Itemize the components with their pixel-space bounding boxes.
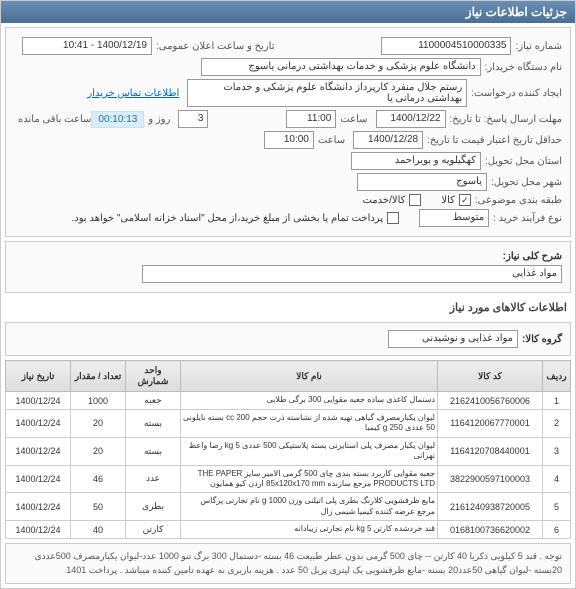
cell-qty: 46 bbox=[71, 465, 126, 493]
col-unit: واحد شمارش bbox=[126, 361, 181, 392]
cat-service-label: کالا/خدمت bbox=[362, 195, 405, 206]
table-header-row: ردیف کد کالا نام کالا واحد شمارش تعداد /… bbox=[6, 361, 571, 392]
desc-section: شرح کلی نیاز: مواد غذایی bbox=[5, 241, 571, 293]
table-row: 21164120067770001لیوان یکبارمصرف گیاهی ت… bbox=[6, 410, 571, 438]
table-row: 31164120708440001لیوان یکبار مصرف پلی اس… bbox=[6, 437, 571, 465]
deadline-date: 1400/12/22 bbox=[376, 110, 446, 128]
announce-label: تاریخ و ساعت اعلان عمومی: bbox=[156, 41, 275, 52]
group-label: گروه کالا: bbox=[522, 334, 562, 345]
cell-unit: کارتن bbox=[126, 521, 181, 539]
cell-unit: بسته bbox=[126, 410, 181, 438]
cell-n: 4 bbox=[543, 465, 571, 493]
time-label-1: ساعت bbox=[340, 114, 367, 125]
cell-code: 3822900597100003 bbox=[438, 465, 543, 493]
cell-date: 1400/12/24 bbox=[6, 493, 71, 521]
page-title: جزئیات اطلاعات نیاز bbox=[1, 1, 575, 23]
remain-label: ساعت باقی مانده bbox=[18, 114, 91, 125]
province-field: کهگیلویه و بویراحمد bbox=[351, 152, 481, 170]
cell-code: 1164120067770001 bbox=[438, 410, 543, 438]
payment-check[interactable]: پرداخت تمام یا بخشی از مبلغ خرید،از محل … bbox=[72, 212, 400, 224]
checkbox-icon bbox=[387, 212, 399, 224]
checkbox-icon bbox=[459, 194, 471, 206]
cat-kala-check[interactable]: کالا bbox=[441, 194, 471, 206]
day-label: روز و bbox=[148, 114, 170, 125]
cell-qty: 20 bbox=[71, 437, 126, 465]
cell-name: مایع ظرفشویی کلارنگ بطری پلی اتیلنی وزن … bbox=[181, 493, 438, 521]
cell-date: 1400/12/24 bbox=[6, 521, 71, 539]
announce-field: 1400/12/19 - 10:41 bbox=[22, 37, 152, 55]
countdown: 00:10:13 bbox=[91, 111, 144, 128]
need-num-field: 1100004510000335 bbox=[381, 37, 511, 55]
cell-name: جعبه مقوایی کاربرد بسته بندی چای 500 گرم… bbox=[181, 465, 438, 493]
cell-n: 6 bbox=[543, 521, 571, 539]
cell-code: 2162410056760006 bbox=[438, 392, 543, 410]
table-row: 12162410056760006دستمال کاغذی ساده جعبه … bbox=[6, 392, 571, 410]
city-label: شهر محل تحویل: bbox=[491, 177, 562, 188]
cat-service-check[interactable]: کالا/خدمت bbox=[362, 194, 421, 206]
need-form: شماره نیاز: 1100004510000335 تاریخ و ساع… bbox=[5, 27, 571, 237]
checkbox-icon bbox=[409, 194, 421, 206]
buyer-field: دانشگاه علوم پزشکی و خدمات بهداشتی درمان… bbox=[201, 58, 481, 76]
cell-qty: 50 bbox=[71, 493, 126, 521]
cell-unit: عدد bbox=[126, 465, 181, 493]
cell-qty: 20 bbox=[71, 410, 126, 438]
cell-n: 3 bbox=[543, 437, 571, 465]
cell-name: لیوان یکبارمصرف گیاهی تهیه شده از نشاسته… bbox=[181, 410, 438, 438]
items-table: ردیف کد کالا نام کالا واحد شمارش تعداد /… bbox=[5, 360, 571, 539]
process-field: متوسط bbox=[419, 209, 489, 227]
creator-label: ایجاد کننده درخواست: bbox=[471, 88, 562, 99]
cell-date: 1400/12/24 bbox=[6, 437, 71, 465]
cell-code: 1164120708440001 bbox=[438, 437, 543, 465]
deadline-time: 11:00 bbox=[286, 110, 336, 128]
cell-unit: بسته bbox=[126, 437, 181, 465]
table-row: 60168100736620002قند خردشده کارتن 5 kg ن… bbox=[6, 521, 571, 539]
cat-kala-label: کالا bbox=[441, 195, 455, 206]
cell-qty: 40 bbox=[71, 521, 126, 539]
cell-unit: بطری bbox=[126, 493, 181, 521]
cell-qty: 1000 bbox=[71, 392, 126, 410]
group-field: مواد غذایی و نوشیدنی bbox=[388, 330, 518, 348]
contact-link[interactable]: اطلاعات تماس خریدار bbox=[87, 88, 179, 99]
col-qty: تعداد / مقدار bbox=[71, 361, 126, 392]
day-val: 3 bbox=[178, 110, 208, 128]
city-field: یاسوج bbox=[357, 173, 487, 191]
credit-label: حداقل تاریخ اعتبار قیمت تا تاریخ: bbox=[427, 135, 562, 146]
col-date: تاریخ نیاز bbox=[6, 361, 71, 392]
category-label: طبقه بندی موضوعی: bbox=[475, 195, 562, 206]
province-label: استان محل تحویل: bbox=[485, 156, 562, 167]
payment-note: پرداخت تمام یا بخشی از مبلغ خرید،از محل … bbox=[72, 213, 384, 224]
cell-name: دستمال کاغذی ساده جعبه مقوایی 300 برگی ط… bbox=[181, 392, 438, 410]
footer-note: توجه . قند 5 کیلویی ذکریا 40 کارتن -- چا… bbox=[5, 543, 571, 584]
cell-code: 2161240938720005 bbox=[438, 493, 543, 521]
cell-name: لیوان یکبار مصرف پلی استایرنی بسته پلاست… bbox=[181, 437, 438, 465]
cell-n: 5 bbox=[543, 493, 571, 521]
cell-date: 1400/12/24 bbox=[6, 392, 71, 410]
process-label: نوع فرآیند خرید : bbox=[493, 213, 562, 224]
desc-field: مواد غذایی bbox=[142, 265, 562, 283]
cell-date: 1400/12/24 bbox=[6, 410, 71, 438]
need-num-label: شماره نیاز: bbox=[515, 41, 562, 52]
cell-date: 1400/12/24 bbox=[6, 465, 71, 493]
cell-code: 0168100736620002 bbox=[438, 521, 543, 539]
col-rownum: ردیف bbox=[543, 361, 571, 392]
group-section: گروه کالا: مواد غذایی و نوشیدنی bbox=[5, 322, 571, 356]
items-table-container: ردیف کد کالا نام کالا واحد شمارش تعداد /… bbox=[5, 360, 571, 539]
cell-n: 2 bbox=[543, 410, 571, 438]
creator-field: رستم جلال منفرد کارپرداز دانشگاه علوم پز… bbox=[187, 79, 467, 107]
table-row: 52161240938720005مایع ظرفشویی کلارنگ بطر… bbox=[6, 493, 571, 521]
desc-label: شرح کلی نیاز: bbox=[503, 251, 562, 262]
cell-unit: جعبه bbox=[126, 392, 181, 410]
credit-date: 1400/12/28 bbox=[353, 131, 423, 149]
table-row: 43822900597100003جعبه مقوایی کاربرد بسته… bbox=[6, 465, 571, 493]
deadline-label: مهلت ارسال پاسخ: تا تاریخ: bbox=[450, 114, 562, 125]
col-code: کد کالا bbox=[438, 361, 543, 392]
col-name: نام کالا bbox=[181, 361, 438, 392]
credit-time: 10:00 bbox=[264, 131, 314, 149]
cell-name: قند خردشده کارتن 5 kg نام تجارتی زیبادان… bbox=[181, 521, 438, 539]
time-label-2: ساعت bbox=[318, 135, 345, 146]
buyer-label: نام دستگاه خریدار: bbox=[485, 62, 562, 73]
items-header: اطلاعات کالاهای مورد نیاز bbox=[1, 297, 575, 318]
cell-n: 1 bbox=[543, 392, 571, 410]
